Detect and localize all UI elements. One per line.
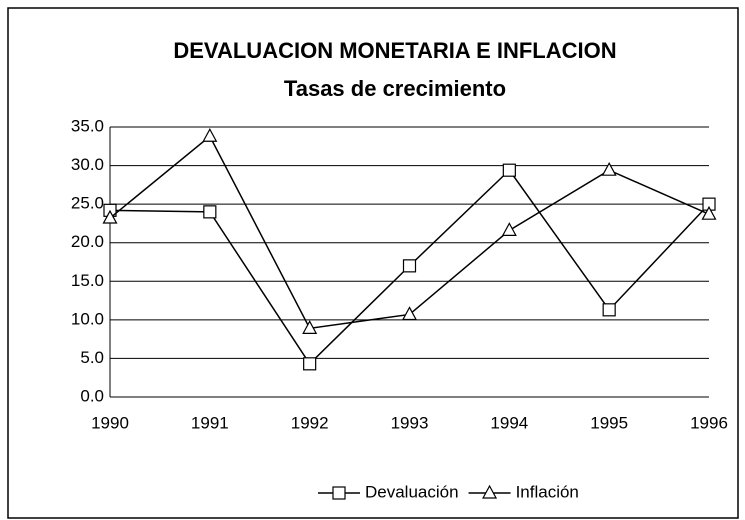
x-tick-label: 1994 [490, 413, 528, 432]
y-tick-label: 30.0 [71, 155, 104, 174]
chart-subtitle: Tasas de crecimiento [284, 76, 506, 101]
data-point [601, 161, 617, 176]
legend-label: Inflación [516, 482, 579, 501]
data-point [701, 205, 717, 220]
data-point [401, 306, 418, 321]
chart-border [7, 7, 739, 519]
legend-marker [482, 484, 498, 499]
x-tick-label: 1990 [91, 413, 129, 432]
x-tick-label: 1995 [590, 413, 628, 432]
x-tick-label: 1996 [690, 413, 728, 432]
data-point [501, 222, 517, 236]
data-point [303, 357, 317, 371]
data-point [202, 127, 218, 142]
data-point [203, 205, 217, 219]
legend-marker [332, 486, 346, 500]
data-point [102, 209, 118, 224]
y-tick-label: 0.0 [80, 386, 104, 405]
y-tick-label: 35.0 [71, 116, 104, 135]
data-point [502, 163, 516, 177]
y-tick-label: 10.0 [71, 309, 104, 328]
y-tick-label: 5.0 [80, 348, 104, 367]
legend-label: Devaluación [365, 482, 459, 501]
x-tick-label: 1993 [391, 413, 429, 432]
y-tick-label: 25.0 [71, 194, 104, 213]
data-point [602, 303, 616, 317]
y-tick-label: 20.0 [71, 232, 104, 251]
y-tick-label: 15.0 [71, 271, 104, 290]
chart-title: DEVALUACION MONETARIA E INFLACION [173, 38, 616, 63]
data-point [302, 320, 318, 334]
x-tick-label: 1991 [191, 413, 229, 432]
x-tick-label: 1992 [291, 413, 329, 432]
data-point [402, 259, 417, 273]
